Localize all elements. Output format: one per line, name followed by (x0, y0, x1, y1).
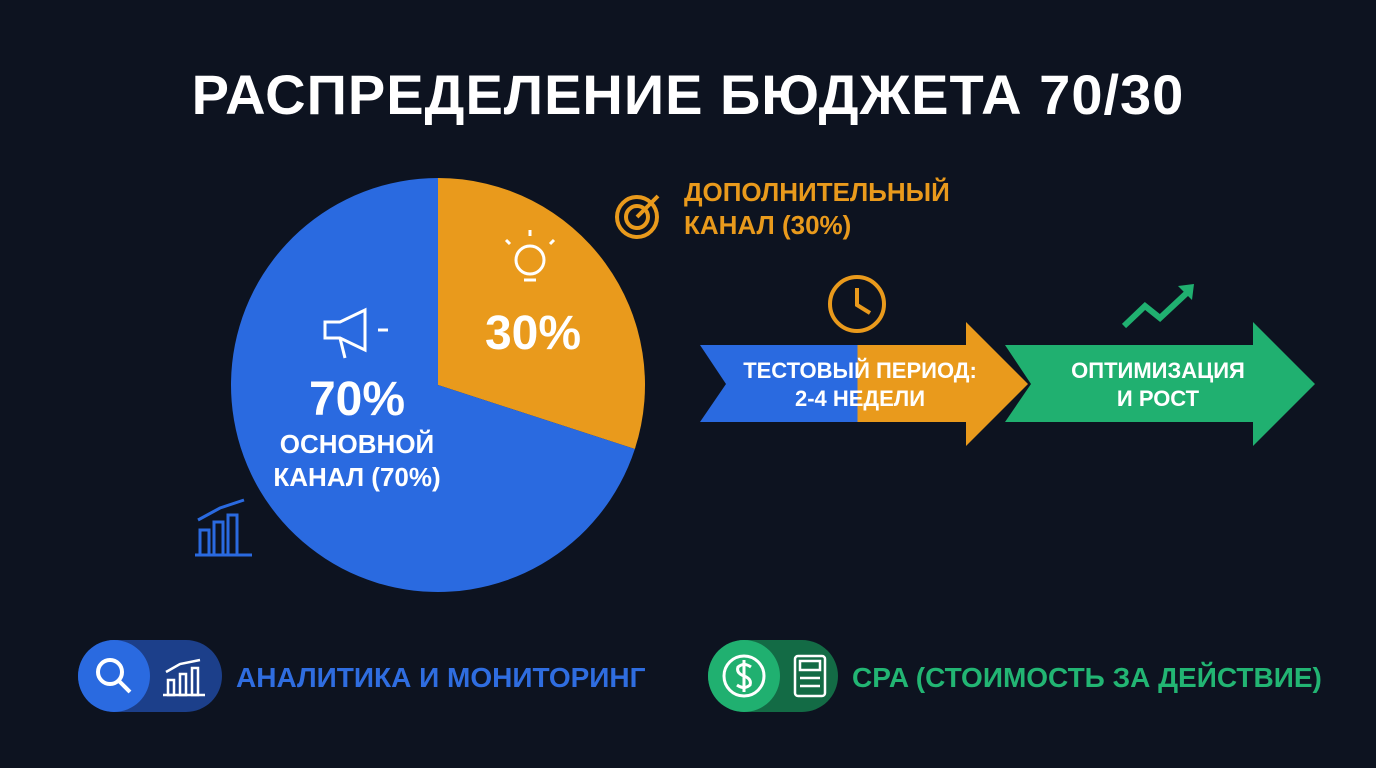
calculator-icon (793, 654, 827, 698)
target-icon (615, 194, 660, 239)
footer-label: АНАЛИТИКА И МОНИТОРИНГ (236, 662, 646, 693)
search-icon (96, 658, 132, 694)
bulb-icon (504, 230, 556, 282)
pie-slice (231, 178, 635, 592)
arrow (1005, 322, 1315, 446)
trend-icon (1121, 287, 1193, 329)
megaphone-icon (323, 307, 388, 359)
bars-icon (195, 498, 252, 557)
pie-slice (438, 178, 646, 449)
chart-icon (163, 658, 205, 697)
value-label: 70% (308, 373, 406, 426)
dollar-icon (722, 654, 766, 698)
pill-circle (78, 640, 150, 712)
arrow-label: ТЕСТОВЫЙ ПЕРИОД: 2-4 НЕДЕЛИ (743, 358, 977, 411)
arrow-label: ОПТИМИЗАЦИЯ И РОСТ (1071, 358, 1245, 411)
arrow (700, 322, 1028, 446)
value-label: 30% (484, 307, 582, 360)
clock-icon (828, 275, 886, 333)
footer-label: CPA (СТОИМОСТЬ ЗА ДЕЙСТВИЕ) (852, 662, 1322, 693)
trend-icon (1178, 284, 1194, 300)
category-label: ДОПОЛНИТЕЛЬНЫЙ КАНАЛ (30%) (684, 177, 950, 240)
pie (231, 178, 646, 592)
category-label: ОСНОВНОЙ КАНАЛ (70%) (273, 429, 441, 492)
chart-title: РАСПРЕДЕЛЕНИЕ БЮДЖЕТА 70/30 (191, 63, 1185, 126)
